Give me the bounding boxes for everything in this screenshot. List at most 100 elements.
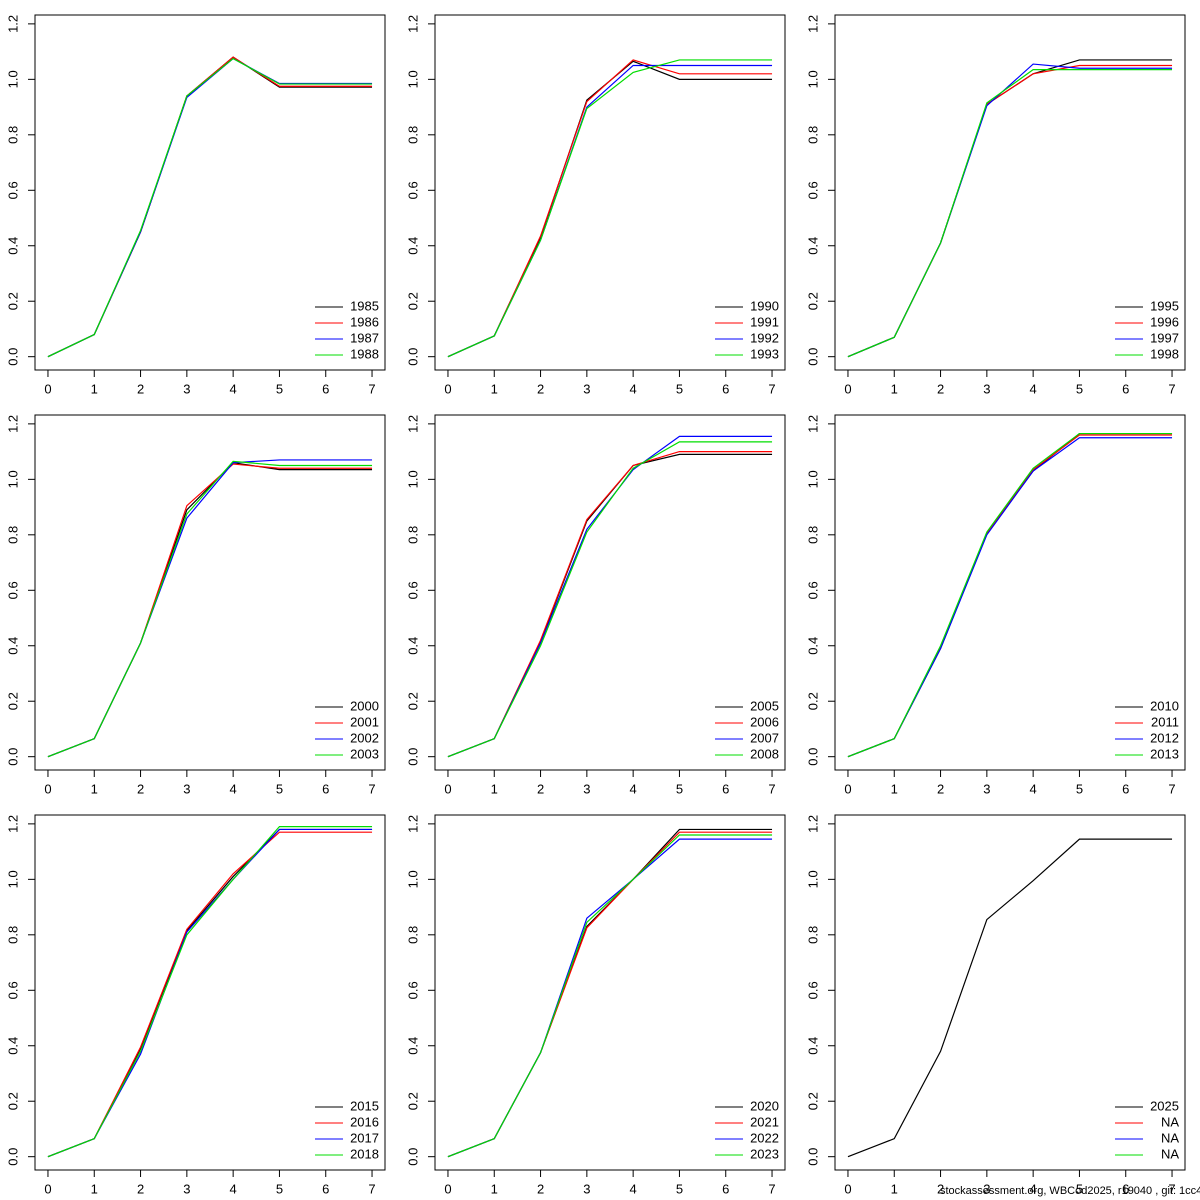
x-tick-label: 7 — [768, 1181, 775, 1196]
series-line — [447, 838, 773, 1158]
x-tick-label: 0 — [444, 781, 451, 796]
x-tick-label: 4 — [230, 1181, 237, 1196]
x-tick-label: 7 — [768, 381, 775, 396]
x-tick-label: 3 — [983, 381, 990, 396]
legend-label: 2025 — [1150, 1098, 1179, 1113]
series-line — [47, 460, 373, 758]
legend-label: 1998 — [1150, 346, 1179, 361]
y-tick-label: 1.0 — [805, 70, 820, 88]
legend-label: 2017 — [350, 1130, 379, 1145]
x-tick-label: 2 — [537, 781, 544, 796]
y-tick-label: 0.6 — [805, 581, 820, 599]
series-line — [47, 826, 373, 1158]
x-tick-label: 6 — [322, 1181, 329, 1196]
x-tick-label: 1 — [491, 381, 498, 396]
x-tick-label: 2 — [537, 381, 544, 396]
y-tick-label: 1.2 — [405, 15, 420, 33]
legend-label: 1990 — [750, 298, 779, 313]
y-tick-label: 0.2 — [805, 692, 820, 710]
y-tick-label: 0.6 — [405, 181, 420, 199]
x-tick-label: 1 — [891, 381, 898, 396]
x-tick-label: 6 — [722, 781, 729, 796]
y-tick-label: 0.4 — [405, 237, 420, 255]
legend-label: 2000 — [350, 698, 379, 713]
x-tick-label: 3 — [583, 381, 590, 396]
y-tick-label: 0.8 — [5, 126, 20, 144]
legend-label: 2010 — [1150, 698, 1179, 713]
series-line — [447, 828, 773, 1158]
y-tick-label: 0.6 — [5, 181, 20, 199]
y-tick-label: 0.6 — [805, 181, 820, 199]
series-line — [847, 434, 1173, 758]
x-tick-label: 1 — [91, 781, 98, 796]
x-tick-label: 5 — [676, 1181, 683, 1196]
legend-label: 2022 — [750, 1130, 779, 1145]
x-tick-label: 5 — [276, 781, 283, 796]
legend-label: 1993 — [750, 346, 779, 361]
y-tick-label: 0.4 — [405, 1037, 420, 1055]
legend-label: 1992 — [750, 330, 779, 345]
y-tick-label: 1.0 — [405, 70, 420, 88]
y-tick-label: 1.2 — [5, 15, 20, 33]
x-tick-label: 7 — [768, 781, 775, 796]
x-tick-label: 2 — [137, 1181, 144, 1196]
y-tick-label: 1.0 — [805, 870, 820, 888]
series-line — [847, 64, 1173, 358]
x-tick-label: 3 — [583, 781, 590, 796]
legend-label: 2001 — [350, 714, 379, 729]
x-tick-label: 7 — [368, 381, 375, 396]
legend-label: 2012 — [1150, 730, 1179, 745]
plot-box — [434, 14, 786, 371]
plot-box — [834, 814, 1186, 1171]
y-tick-label: 0.2 — [405, 1092, 420, 1110]
y-tick-label: 0.6 — [405, 981, 420, 999]
y-tick-label: 0.0 — [805, 1148, 820, 1166]
y-tick-label: 0.0 — [5, 348, 20, 366]
series-line — [47, 56, 373, 358]
plot-box — [834, 414, 1186, 771]
x-tick-label: 2 — [937, 781, 944, 796]
plot-box — [34, 414, 386, 771]
y-tick-label: 1.0 — [5, 70, 20, 88]
x-tick-label: 6 — [322, 781, 329, 796]
series-line — [47, 831, 373, 1158]
y-tick-label: 0.2 — [5, 292, 20, 310]
y-tick-label: 0.2 — [805, 292, 820, 310]
y-tick-label: 0.4 — [405, 637, 420, 655]
y-tick-label: 0.2 — [5, 692, 20, 710]
x-tick-label: 6 — [322, 381, 329, 396]
plot-box — [834, 14, 1186, 371]
legend-label: 1995 — [1150, 298, 1179, 313]
y-tick-label: 0.8 — [805, 126, 820, 144]
legend-label: 2011 — [1151, 714, 1179, 729]
y-tick-label: 0.4 — [805, 237, 820, 255]
x-tick-label: 7 — [1168, 1181, 1175, 1196]
series-line — [47, 828, 373, 1158]
legend-label: 1987 — [350, 330, 379, 345]
y-tick-label: 0.8 — [805, 926, 820, 944]
y-tick-label: 0.2 — [5, 1092, 20, 1110]
series-line — [847, 69, 1173, 358]
x-tick-label: 4 — [630, 781, 637, 796]
x-tick-label: 6 — [722, 381, 729, 396]
y-tick-label: 0.8 — [405, 126, 420, 144]
x-tick-label: 3 — [983, 1181, 990, 1196]
x-tick-label: 1 — [491, 781, 498, 796]
x-tick-label: 7 — [368, 781, 375, 796]
y-tick-label: 0.8 — [5, 526, 20, 544]
series-line — [447, 59, 773, 358]
x-tick-label: 5 — [676, 381, 683, 396]
x-tick-label: 1 — [491, 1181, 498, 1196]
y-tick-label: 0.0 — [5, 1148, 20, 1166]
y-tick-label: 0.0 — [405, 748, 420, 766]
y-tick-label: 0.6 — [5, 981, 20, 999]
series-line — [847, 59, 1173, 358]
legend-label: 1991 — [750, 314, 779, 329]
legend-label: 2018 — [350, 1146, 379, 1161]
x-tick-label: 0 — [444, 1181, 451, 1196]
x-tick-label: 3 — [183, 381, 190, 396]
x-tick-label: 3 — [583, 1181, 590, 1196]
x-tick-label: 6 — [1122, 1181, 1129, 1196]
y-tick-label: 0.4 — [805, 637, 820, 655]
